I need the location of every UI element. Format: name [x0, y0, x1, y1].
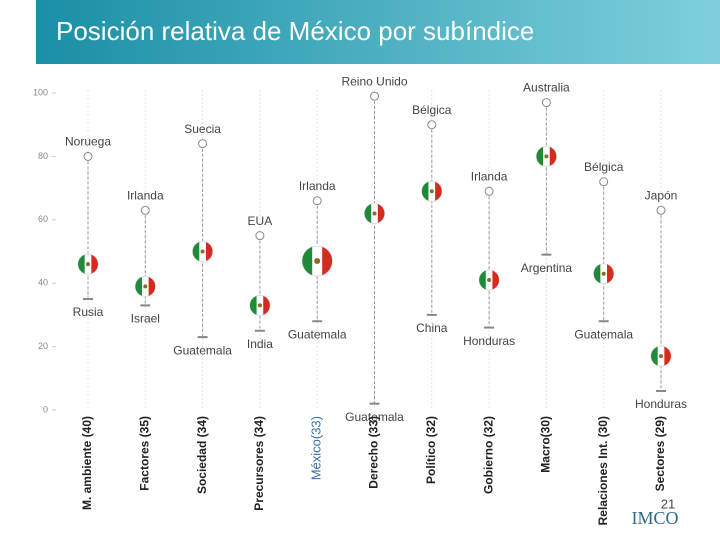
max-label: Noruega [65, 135, 111, 149]
flag-green [192, 242, 200, 261]
title-bar [36, 0, 720, 64]
mexico-flag [301, 245, 333, 277]
max-marker [140, 205, 150, 215]
max-label: Irlanda [299, 179, 336, 193]
flag-emblem [429, 189, 434, 194]
x-tick-label: Político (32) [424, 416, 438, 484]
flag-red [322, 246, 333, 276]
mexico-flag [364, 202, 385, 224]
flag-red [263, 295, 270, 315]
mexico-flag [421, 180, 443, 202]
flag-emblem [372, 211, 377, 216]
flag-emblem [544, 154, 549, 159]
flag-green [536, 147, 544, 166]
max-marker [198, 139, 208, 149]
mexico-flag [593, 263, 615, 285]
mexico-flag [77, 253, 99, 275]
flag-red [435, 181, 442, 201]
max-label: Bélgica [412, 103, 452, 117]
flag-green [421, 181, 429, 201]
flag-red [91, 254, 98, 274]
min-label: Israel [131, 312, 160, 326]
y-tick-label: 20 [38, 341, 48, 351]
min-label: India [247, 337, 273, 351]
mexico-flag [134, 275, 156, 297]
x-tick-label: Relaciones Int. (30) [596, 416, 610, 525]
flag-red [607, 264, 614, 284]
x-tick-label: Derecho (33) [367, 416, 381, 489]
max-marker [599, 177, 609, 187]
page-number: 21 [661, 496, 675, 511]
mexico-flag [478, 269, 500, 291]
max-label: Bélgica [584, 160, 624, 174]
x-tick-label: Sectores (29) [653, 416, 667, 491]
flag-red [205, 242, 213, 261]
mexico-flag [535, 145, 557, 167]
max-marker [83, 151, 93, 161]
flag-emblem [659, 354, 663, 359]
max-marker [656, 205, 666, 215]
max-label: EUA [248, 214, 273, 228]
y-tick-label: 60 [38, 214, 48, 224]
max-marker [484, 186, 494, 196]
max-label: Japón [645, 188, 678, 202]
x-tick-label: M. ambiente (40) [80, 416, 94, 510]
mexico-flag [249, 294, 271, 316]
flag-emblem [86, 262, 90, 267]
max-marker [312, 196, 322, 206]
max-label: Irlanda [127, 188, 164, 202]
flag-green [651, 346, 658, 366]
max-label: Irlanda [471, 169, 508, 183]
min-label: Honduras [635, 397, 687, 411]
flag-red [148, 276, 156, 296]
max-label: Australia [523, 81, 570, 95]
max-marker [370, 91, 379, 101]
flag-emblem [143, 284, 148, 289]
min-label: Honduras [463, 334, 515, 348]
max-marker [541, 98, 551, 108]
x-tick-label: Macro(30) [539, 416, 553, 473]
flag-green [479, 270, 486, 290]
mexico-flag [192, 241, 214, 262]
flag-green [135, 276, 142, 296]
max-marker [427, 120, 437, 130]
min-label: Guatemala [288, 327, 347, 341]
min-label: Guatemala [345, 410, 404, 424]
min-label: Argentina [521, 261, 573, 275]
max-label: Reino Unido [341, 74, 407, 88]
x-tick-label: México(33) [309, 416, 324, 480]
y-tick-label: 100 [33, 87, 48, 97]
flag-green [249, 295, 257, 315]
flag-green [364, 204, 372, 223]
flag-emblem [314, 258, 321, 265]
flag-emblem [487, 278, 492, 283]
flag-emblem [257, 303, 262, 308]
max-marker [255, 231, 265, 241]
flag-red [664, 346, 671, 366]
x-tick-label: Sociedad (34) [195, 416, 209, 494]
max-label: Suecia [184, 122, 221, 136]
flag-red [377, 204, 385, 223]
flag-emblem [601, 271, 606, 276]
flag-red [492, 270, 500, 290]
min-label: Guatemala [574, 327, 633, 341]
flag-green [302, 246, 313, 276]
y-tick-label: 0 [43, 404, 48, 414]
flag-green [78, 254, 85, 274]
logo: IMCO [631, 508, 678, 528]
flag-green [593, 264, 601, 284]
x-tick-label: Gobierno (32) [481, 416, 495, 494]
mexico-flag [650, 345, 672, 367]
x-tick-label: Precursores (34) [252, 416, 266, 511]
y-tick-label: 40 [38, 278, 48, 288]
chart-title: Posición relativa de México por subíndic… [56, 16, 534, 46]
flag-red [549, 147, 557, 166]
min-label: China [416, 321, 448, 335]
y-tick-label: 80 [38, 151, 48, 161]
min-label: Rusia [73, 305, 104, 319]
flag-emblem [200, 249, 205, 254]
min-label: Guatemala [173, 343, 232, 357]
x-tick-label: Factores (35) [137, 416, 151, 491]
